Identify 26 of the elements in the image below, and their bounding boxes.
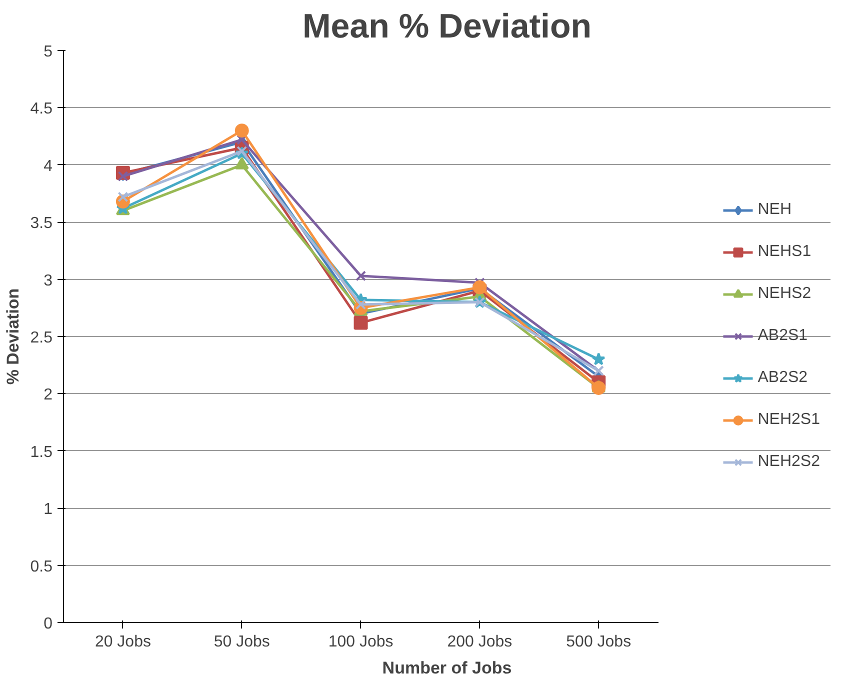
legend-label: NEHS2 — [758, 285, 812, 303]
y-tick-label: 1 — [44, 501, 53, 518]
y-axis-title: % Deviation — [3, 288, 22, 385]
legend-label: AB2S2 — [758, 369, 808, 387]
legend-label: AB2S1 — [758, 327, 808, 345]
y-tick-label: 4.5 — [30, 100, 53, 118]
legend-label: NEHS1 — [758, 243, 812, 261]
x-axis-title: Number of Jobs — [382, 658, 512, 678]
x-tick-label: 20 Jobs — [94, 634, 151, 650]
x-tick-label: 200 Jobs — [447, 634, 512, 650]
y-tick-label: 0.5 — [30, 558, 53, 576]
y-tick-label: 3 — [44, 272, 53, 290]
y-tick-label: 1.5 — [30, 444, 53, 461]
y-tick-label: 2 — [44, 386, 53, 404]
legend-label: NEH — [758, 201, 792, 219]
chart-title: Mean % Deviation — [302, 8, 592, 46]
y-tick-label: 3.5 — [30, 215, 53, 232]
x-tick-label: 50 Jobs — [214, 634, 270, 650]
x-tick-label: 500 Jobs — [566, 634, 632, 650]
x-tick-label: 100 Jobs — [328, 634, 394, 650]
legend-label: NEH2S1 — [758, 411, 820, 429]
y-tick-label: 5 — [44, 44, 53, 60]
y-tick-label: 4 — [44, 158, 53, 175]
y-tick-label: 2.5 — [30, 330, 53, 346]
y-tick-label: 0 — [44, 616, 53, 632]
legend-label: NEH2S2 — [758, 453, 820, 471]
